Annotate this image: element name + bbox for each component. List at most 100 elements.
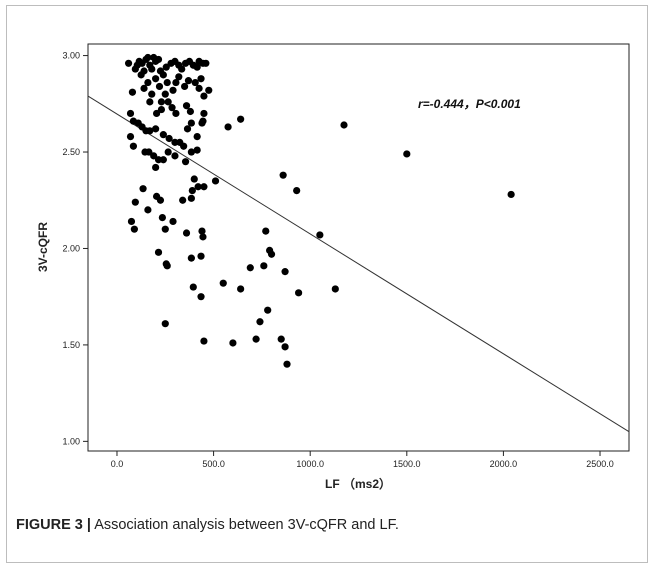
data-point (224, 123, 232, 131)
data-point (146, 127, 154, 135)
data-point (187, 254, 195, 262)
data-point (152, 109, 161, 118)
data-point (183, 125, 192, 133)
data-point (181, 82, 189, 91)
data-point (331, 285, 339, 293)
correlation-annotation: r=-0.444，P<0.001 (418, 97, 521, 111)
y-tick-label: 2.00 (62, 243, 80, 253)
data-point (163, 78, 171, 87)
data-point (180, 142, 188, 150)
data-point (175, 73, 183, 81)
data-point (159, 71, 167, 79)
data-point (200, 337, 208, 345)
data-point (178, 65, 186, 73)
data-point (172, 78, 180, 87)
data-point (144, 206, 152, 214)
y-tick-label: 1.00 (62, 436, 80, 446)
data-point (127, 217, 136, 226)
data-point (211, 177, 220, 185)
data-point (171, 152, 179, 160)
data-point (168, 104, 176, 112)
x-tick-label: 500.0 (202, 459, 225, 469)
data-point (126, 109, 135, 118)
data-point (202, 59, 210, 67)
data-point (281, 268, 289, 276)
data-point (190, 175, 198, 183)
data-point (158, 214, 166, 222)
data-point (267, 250, 276, 258)
data-point (159, 156, 167, 164)
data-point (145, 148, 153, 156)
data-point (198, 119, 206, 127)
data-point (219, 279, 227, 287)
data-point (165, 134, 173, 143)
data-point (182, 102, 191, 110)
caption-text: Association analysis between 3V-cQFR and… (90, 517, 399, 533)
data-point (131, 198, 139, 206)
data-point (152, 163, 160, 172)
y-tick-label: 2.50 (62, 147, 80, 157)
data-point (316, 231, 324, 239)
data-point (205, 86, 213, 94)
data-point (148, 90, 156, 98)
data-point (237, 285, 245, 293)
data-point (159, 131, 167, 139)
data-point (184, 77, 193, 85)
x-tick-label: 1000.0 (296, 459, 324, 469)
data-point (161, 90, 169, 98)
data-point (187, 119, 195, 127)
data-point (169, 86, 177, 94)
data-point (130, 225, 138, 233)
y-axis: 1.00 1.50 2.00 2.50 3.00 (62, 51, 88, 446)
data-point (157, 98, 166, 106)
x-tick-label: 2500.0 (586, 459, 614, 469)
data-point (281, 343, 289, 351)
data-point (182, 229, 191, 237)
x-tick-label: 2000.0 (490, 459, 518, 469)
data-point (403, 150, 411, 158)
data-point (198, 227, 206, 235)
data-point (144, 53, 152, 62)
data-point (193, 63, 201, 71)
data-point (172, 109, 180, 118)
data-point (262, 227, 270, 235)
data-point (200, 92, 208, 100)
data-point (229, 339, 237, 347)
data-point (189, 283, 197, 291)
data-point (193, 132, 201, 141)
y-axis-title: 3V-cQFR (36, 222, 50, 272)
x-axis-title: LF （ms2） (325, 476, 391, 491)
data-point (161, 320, 169, 328)
data-point (148, 65, 156, 73)
data-point (144, 78, 152, 87)
x-axis: 0.0 500.0 1000.0 1500.0 2000.0 2500.0 (111, 451, 614, 469)
data-point (155, 82, 164, 91)
data-point (264, 306, 272, 314)
data-point (199, 233, 207, 241)
data-point (197, 75, 205, 83)
y-tick-label: 3.00 (62, 51, 80, 61)
data-point (246, 264, 254, 272)
data-point (154, 248, 163, 256)
data-point (161, 225, 169, 233)
data-point (169, 217, 177, 226)
data-point (140, 84, 148, 92)
data-point (252, 335, 260, 343)
regression-line (87, 95, 630, 433)
data-point (237, 115, 245, 123)
data-point (277, 335, 285, 343)
data-point (200, 109, 208, 118)
data-point (191, 78, 199, 87)
data-point (154, 55, 163, 64)
x-tick-label: 1500.0 (393, 459, 421, 469)
data-point (507, 190, 515, 199)
data-point (279, 171, 287, 179)
data-point (188, 186, 196, 195)
data-point (197, 252, 205, 260)
data-point (187, 148, 195, 156)
data-point (260, 262, 268, 270)
y-tick-label: 1.50 (62, 340, 80, 350)
data-point (124, 59, 133, 67)
data-point (157, 105, 166, 114)
